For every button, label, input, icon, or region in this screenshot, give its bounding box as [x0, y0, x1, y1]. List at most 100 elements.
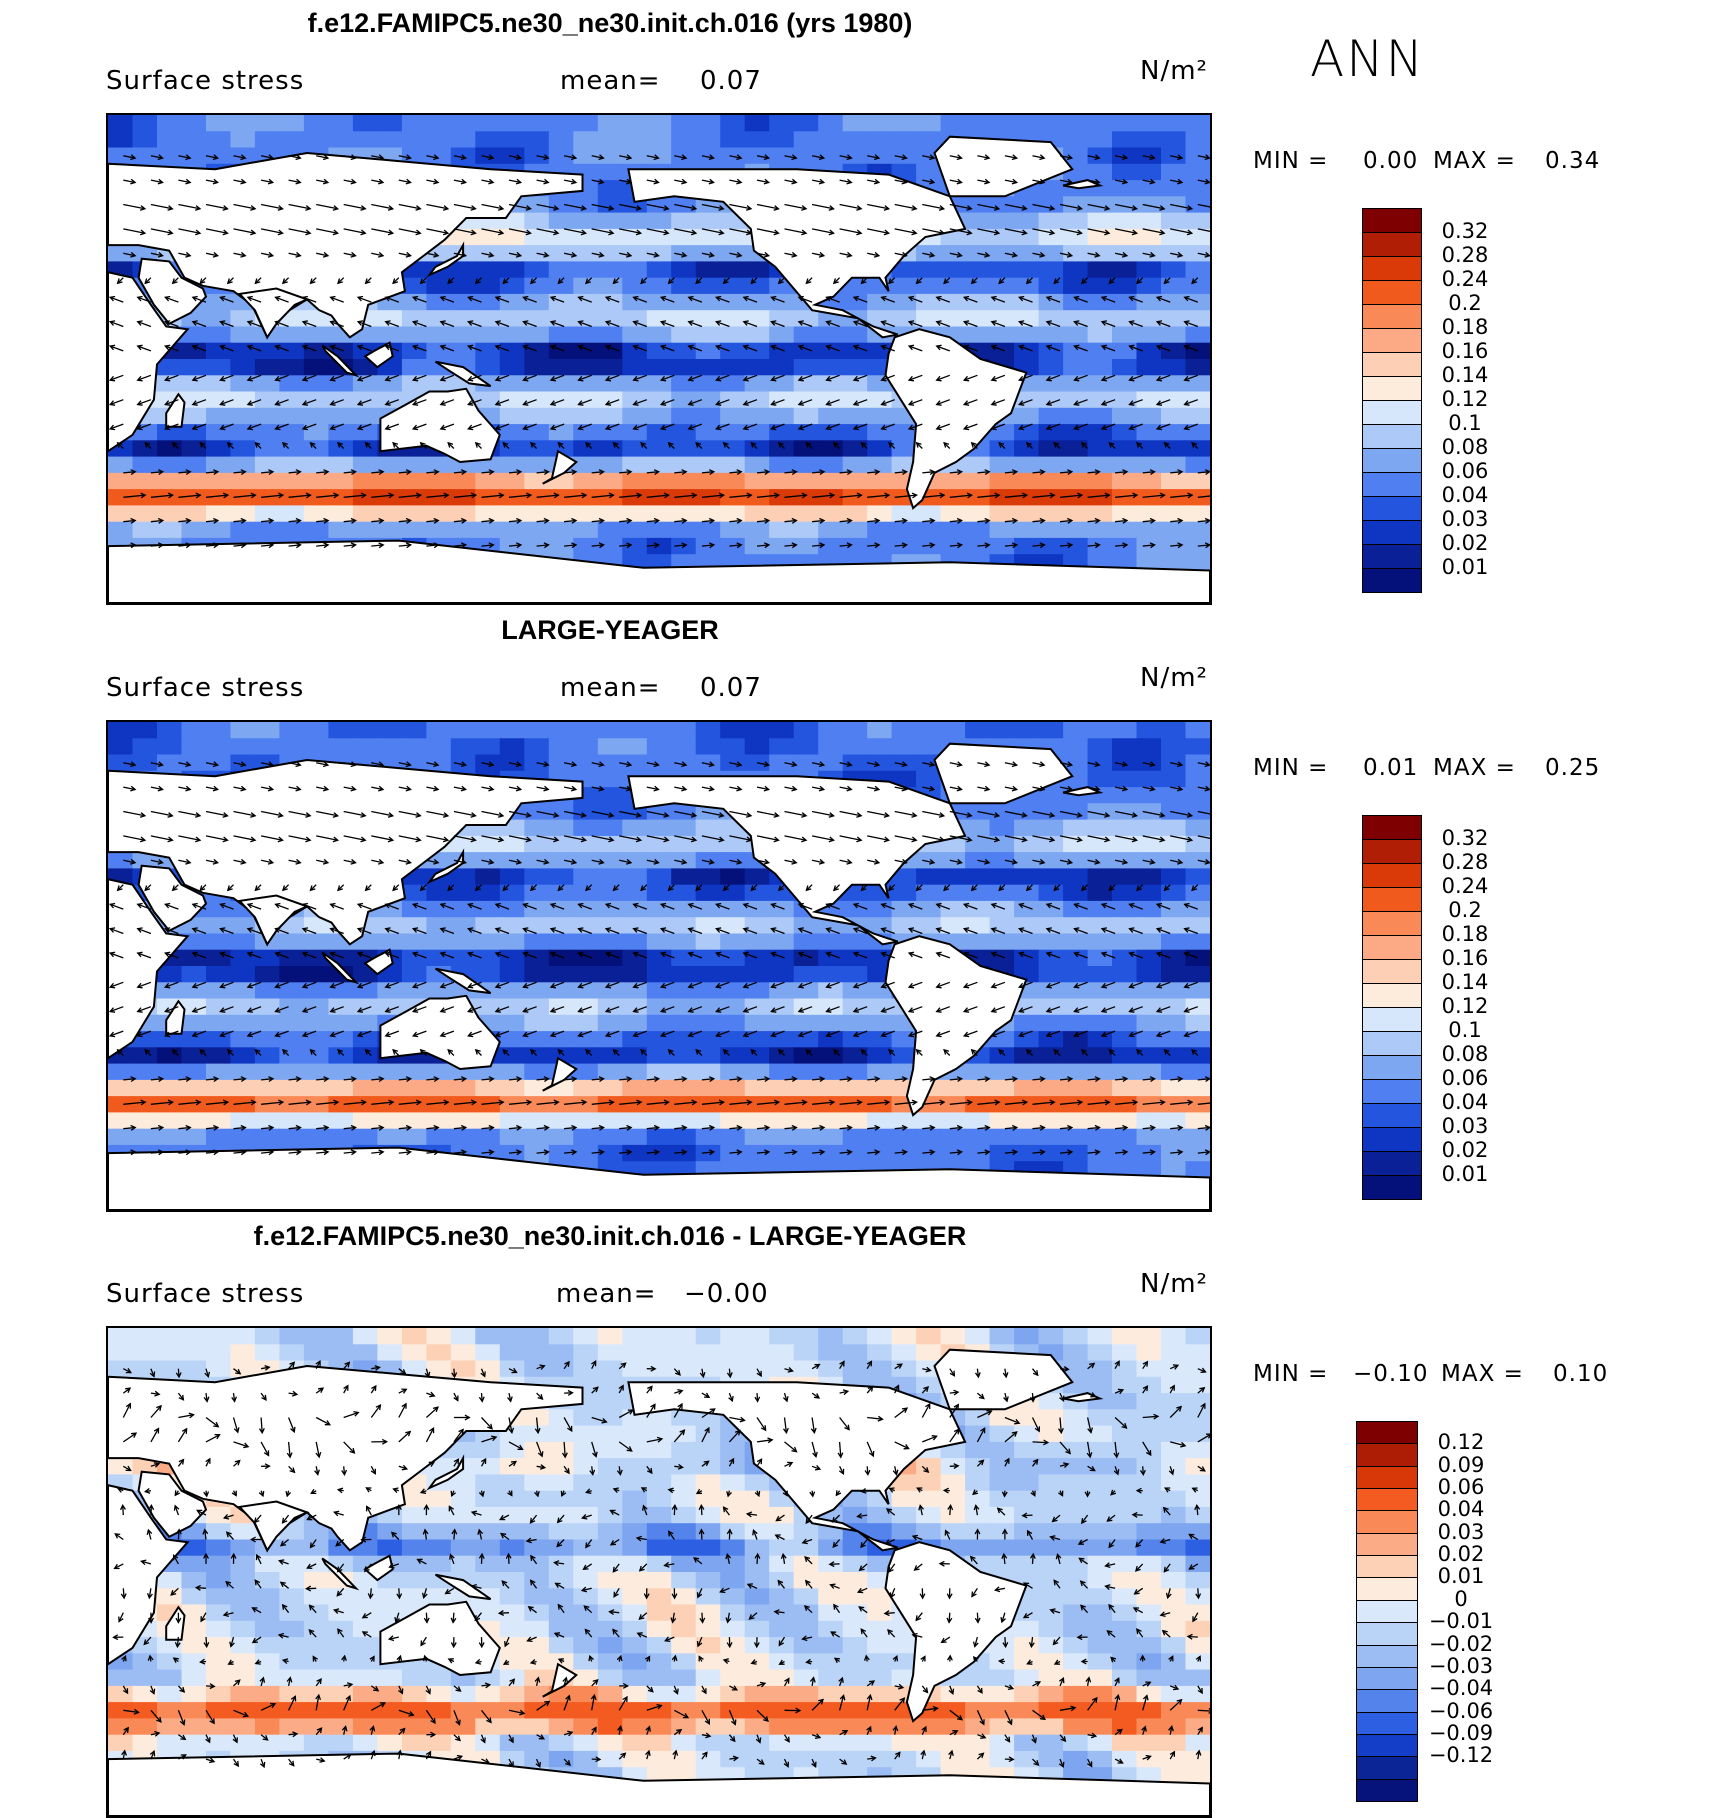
- colorbar-tick-label: 0.04: [1426, 1497, 1496, 1521]
- colorbar-tick-label: −0.06: [1426, 1699, 1496, 1723]
- panel-2-max-value: 0.25: [1545, 755, 1600, 781]
- panel-1-variable: Surface stress: [106, 66, 304, 96]
- colorbar-tick-label: −0.01: [1426, 1609, 1496, 1633]
- panel-1-mean-value: 0.07: [700, 66, 762, 96]
- panel-1-min-value: 0.00: [1363, 148, 1418, 174]
- colorbar-tick-label: 0.06: [1426, 1475, 1496, 1499]
- colorbar-tick-label: −0.04: [1426, 1676, 1496, 1700]
- colorbar-swatch: [1362, 352, 1422, 377]
- colorbar-tick-label: 0.01: [1430, 1162, 1500, 1186]
- colorbar-tick-label: 0.28: [1430, 850, 1500, 874]
- panel-2-map: [106, 720, 1212, 1212]
- panel-1-min-label: MIN =: [1253, 148, 1328, 174]
- panel-3-units: N/m²: [1140, 1269, 1208, 1299]
- colorbar-swatch: [1362, 232, 1422, 257]
- colorbar-tick-label: 0.14: [1430, 970, 1500, 994]
- colorbar-swatch: [1362, 400, 1422, 425]
- panel-3-title: f.e12.FAMIPC5.ne30_ne30.init.ch.016 - LA…: [110, 1221, 1110, 1252]
- colorbar-tick-label: 0.06: [1430, 1066, 1500, 1090]
- colorbar-swatch: [1362, 983, 1422, 1008]
- colorbar-swatch: [1356, 1555, 1418, 1578]
- panel-2-min-value: 0.01: [1363, 755, 1418, 781]
- panel-1-max-label: MAX =: [1433, 148, 1516, 174]
- colorbar-swatch: [1356, 1734, 1418, 1757]
- colorbar-swatch: [1362, 568, 1422, 593]
- colorbar-tick-label: 0.04: [1430, 1090, 1500, 1114]
- colorbar-tick-label: 0.12: [1430, 994, 1500, 1018]
- colorbar-tick-label: 0.1: [1430, 411, 1500, 435]
- colorbar-tick-label: −0.09: [1426, 1721, 1496, 1745]
- panel-3-min-label: MIN =: [1253, 1361, 1328, 1387]
- panel-3-min-value: −0.10: [1353, 1361, 1428, 1387]
- colorbar-swatch: [1362, 472, 1422, 497]
- colorbar-tick-label: −0.12: [1426, 1743, 1496, 1767]
- colorbar-tick-label: 0.14: [1430, 363, 1500, 387]
- colorbar-swatch: [1362, 304, 1422, 329]
- colorbar-swatch: [1362, 1151, 1422, 1176]
- colorbar-swatch: [1356, 1577, 1418, 1600]
- colorbar-swatch: [1356, 1667, 1418, 1690]
- colorbar-tick-label: 0.06: [1430, 459, 1500, 483]
- colorbar-tick-label: 0.18: [1430, 315, 1500, 339]
- panel-1-mean-label: mean=: [560, 66, 661, 96]
- colorbar-swatch: [1362, 1103, 1422, 1128]
- colorbar-swatch: [1362, 839, 1422, 864]
- colorbar-swatch: [1356, 1533, 1418, 1556]
- colorbar-swatch: [1362, 1031, 1422, 1056]
- panel-3-max-value: 0.10: [1553, 1361, 1608, 1387]
- colorbar-tick-label: 0.03: [1430, 1114, 1500, 1138]
- colorbar-tick-label: 0.08: [1430, 1042, 1500, 1066]
- colorbar-tick-label: 0.12: [1426, 1430, 1496, 1454]
- panel-2-units: N/m²: [1140, 663, 1208, 693]
- colorbar-swatch: [1356, 1779, 1418, 1802]
- colorbar-swatch: [1356, 1756, 1418, 1779]
- colorbar-tick-label: 0.2: [1430, 898, 1500, 922]
- colorbar-tick-label: 0.02: [1430, 1138, 1500, 1162]
- colorbar-tick-label: −0.02: [1426, 1632, 1496, 1656]
- panel-3-variable: Surface stress: [106, 1279, 304, 1309]
- colorbar-tick-label: 0.16: [1430, 339, 1500, 363]
- colorbar-swatch: [1362, 1175, 1422, 1200]
- colorbar-swatch: [1362, 376, 1422, 401]
- colorbar-tick-label: 0.02: [1426, 1542, 1496, 1566]
- colorbar-tick-label: 0.24: [1430, 267, 1500, 291]
- colorbar-tick-label: 0.08: [1430, 435, 1500, 459]
- colorbar-swatch: [1362, 424, 1422, 449]
- colorbar-tick-label: 0.2: [1430, 291, 1500, 315]
- panel-2-min-label: MIN =: [1253, 755, 1328, 781]
- colorbar-tick-label: 0.12: [1430, 387, 1500, 411]
- colorbar-swatch: [1356, 1712, 1418, 1735]
- panel-3-max-label: MAX =: [1441, 1361, 1524, 1387]
- colorbar-swatch: [1356, 1466, 1418, 1489]
- colorbar-tick-label: 0.28: [1430, 243, 1500, 267]
- colorbar-swatch: [1356, 1622, 1418, 1645]
- colorbar-swatch: [1362, 496, 1422, 521]
- colorbar-tick-label: −0.03: [1426, 1654, 1496, 1678]
- colorbar-swatch: [1362, 520, 1422, 545]
- panel-2-variable: Surface stress: [106, 673, 304, 703]
- colorbar-swatch: [1362, 911, 1422, 936]
- colorbar-swatch: [1356, 1443, 1418, 1466]
- colorbar-swatch: [1356, 1421, 1418, 1444]
- panel-2-title: LARGE-YEAGER: [110, 615, 1110, 646]
- colorbar-swatch: [1362, 959, 1422, 984]
- colorbar-swatch: [1356, 1488, 1418, 1511]
- colorbar-tick-label: 0.01: [1426, 1564, 1496, 1588]
- panel-1-title: f.e12.FAMIPC5.ne30_ne30.init.ch.016 (yrs…: [110, 8, 1110, 39]
- colorbar-tick-label: 0.03: [1430, 507, 1500, 531]
- panel-1-max-value: 0.34: [1545, 148, 1600, 174]
- colorbar-tick-label: 0.09: [1426, 1453, 1496, 1477]
- colorbar-tick-label: 0.32: [1430, 219, 1500, 243]
- colorbar-swatch: [1362, 1127, 1422, 1152]
- colorbar-swatch: [1362, 280, 1422, 305]
- colorbar-tick-label: 0.18: [1430, 922, 1500, 946]
- colorbar-swatch: [1362, 328, 1422, 353]
- colorbar-swatch: [1362, 256, 1422, 281]
- panel-2-max-label: MAX =: [1433, 755, 1516, 781]
- colorbar-swatch: [1362, 208, 1422, 233]
- panel-3-map: [106, 1326, 1212, 1818]
- colorbar-tick-label: 0.02: [1430, 531, 1500, 555]
- panel-3-mean-value: −0.00: [684, 1279, 769, 1309]
- colorbar-tick-label: 0.03: [1426, 1520, 1496, 1544]
- panel-2-mean-label: mean=: [560, 673, 661, 703]
